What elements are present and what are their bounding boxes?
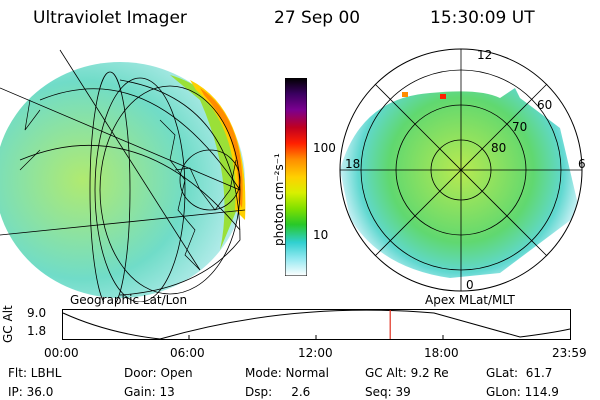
- seq-info: Seq: 39: [365, 385, 411, 399]
- mlt-label-6: 6: [578, 157, 586, 171]
- xtick-0000: 00:00: [44, 346, 79, 360]
- geographic-map: [0, 49, 246, 302]
- polar-panel-caption: Apex MLat/MLT: [425, 293, 515, 307]
- altitude-plot: [62, 309, 571, 340]
- mlt-label-12: 12: [477, 48, 493, 62]
- mode-info: Mode: Normal: [245, 366, 329, 380]
- date-label: 27 Sep 00: [274, 8, 361, 28]
- colorbar: [285, 78, 307, 276]
- gc-alt-info: GC Alt: 9.2 Re: [365, 366, 449, 380]
- ytick-9-0: 9.0: [27, 306, 47, 320]
- xtick-1200: 12:00: [298, 346, 333, 360]
- colorbar-unit-label: photon cm⁻²s⁻¹: [272, 153, 286, 246]
- xtick-0600: 06:00: [170, 346, 205, 360]
- glon-info: GLon: 114.9: [486, 385, 559, 399]
- door-info: Door: Open: [124, 366, 193, 380]
- mlat-label-60: 60: [537, 98, 553, 112]
- mlat-label-70: 70: [512, 120, 528, 134]
- gain-info: Gain: 13: [124, 385, 175, 399]
- mlat-label-80: 80: [491, 141, 507, 155]
- geo-panel-caption: Geographic Lat/Lon: [70, 293, 188, 307]
- time-label: 15:30:09 UT: [430, 8, 535, 28]
- xtick-2359: 23:59: [552, 346, 587, 360]
- ytick-1-8: 1.8: [27, 324, 47, 338]
- polar-map: [339, 48, 583, 292]
- flt-info: Flt: LBHL: [8, 366, 62, 380]
- colorbar-tick-10: 10: [313, 228, 329, 242]
- gc-alt-axis-label: GC Alt: [1, 305, 15, 343]
- instrument-title: Ultraviolet Imager: [33, 8, 187, 28]
- dsp-info: Dsp: 2.6: [245, 385, 311, 399]
- mlt-label-0: 0: [466, 278, 474, 292]
- ip-info: IP: 36.0: [8, 385, 54, 399]
- glat-info: GLat: 61.7: [486, 366, 553, 380]
- colorbar-tick-100: 100: [313, 141, 336, 155]
- xtick-1800: 18:00: [424, 346, 459, 360]
- mlt-label-18: 18: [345, 157, 361, 171]
